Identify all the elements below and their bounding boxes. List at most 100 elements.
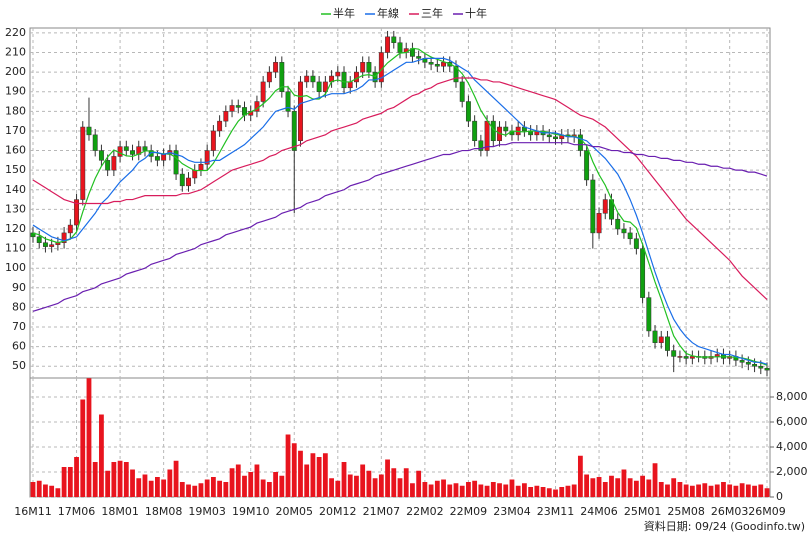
y-tick-label: 210 bbox=[5, 46, 26, 59]
candle-body bbox=[646, 297, 652, 332]
candle-body bbox=[397, 42, 403, 53]
candle-body bbox=[341, 71, 347, 89]
ma-line bbox=[32, 57, 768, 365]
candle-body bbox=[161, 154, 167, 161]
volume-bar bbox=[235, 464, 241, 497]
candle-body bbox=[465, 101, 471, 122]
candle-body bbox=[192, 169, 198, 179]
volume-bar bbox=[86, 378, 92, 497]
volume-bar bbox=[633, 480, 639, 497]
volume-bar bbox=[590, 478, 596, 497]
volume-bar bbox=[322, 453, 328, 497]
volume-tick-label: 0 bbox=[776, 490, 783, 503]
candle-body bbox=[322, 81, 328, 92]
y-tick-label: 100 bbox=[5, 261, 26, 274]
volume-bar bbox=[229, 468, 235, 497]
volume-bar bbox=[99, 414, 104, 497]
volume-bar bbox=[273, 472, 278, 497]
volume-bar bbox=[764, 488, 770, 497]
candle-body bbox=[428, 62, 434, 65]
volume-bar bbox=[198, 483, 204, 497]
candle-body bbox=[42, 242, 48, 247]
candle-body bbox=[111, 156, 117, 171]
y-tick-label: 220 bbox=[5, 26, 26, 39]
candle-body bbox=[61, 232, 67, 243]
x-tick-label: 19M10 bbox=[232, 505, 270, 518]
volume-bar bbox=[472, 480, 478, 497]
candle-body bbox=[198, 164, 204, 171]
volume-bar bbox=[130, 469, 135, 497]
volume-bar bbox=[186, 484, 191, 497]
volume-bar bbox=[490, 482, 496, 497]
volume-bar bbox=[192, 485, 198, 497]
candle-body bbox=[217, 120, 223, 132]
candle-body bbox=[291, 111, 297, 151]
volume-bar bbox=[347, 474, 353, 497]
candle-body bbox=[546, 134, 552, 138]
volume-bar bbox=[466, 482, 471, 497]
volume-bar bbox=[522, 483, 527, 497]
candle-body bbox=[298, 81, 303, 141]
volume-bar bbox=[596, 477, 602, 497]
volume-bar bbox=[553, 489, 558, 497]
candle-body bbox=[210, 130, 216, 151]
candle-body bbox=[304, 75, 310, 83]
candle-body bbox=[441, 62, 446, 67]
candle-body bbox=[665, 336, 670, 351]
y-tick-label: 150 bbox=[5, 163, 26, 176]
candle-body bbox=[130, 150, 135, 155]
volume-bar bbox=[509, 479, 515, 497]
volume-bar bbox=[721, 482, 726, 497]
candle-body bbox=[98, 150, 104, 161]
x-tick-label: 19M03 bbox=[188, 505, 226, 518]
volume-bar bbox=[30, 482, 36, 497]
volume-bar bbox=[67, 467, 73, 497]
volume-bar bbox=[696, 484, 701, 497]
candle-body bbox=[584, 150, 590, 181]
candle-body bbox=[123, 146, 129, 151]
volume-bar bbox=[92, 462, 98, 497]
volume-bar bbox=[708, 485, 714, 497]
volume-bar bbox=[74, 457, 79, 497]
volume-bar bbox=[733, 485, 739, 497]
price-panel bbox=[29, 27, 771, 379]
candle-body bbox=[652, 330, 658, 343]
volume-bar bbox=[453, 483, 459, 497]
volume-bar bbox=[155, 477, 160, 497]
candle-body bbox=[503, 126, 509, 132]
volume-bar bbox=[447, 484, 453, 497]
candle-body bbox=[223, 111, 229, 122]
x-tick-label: 25M01 bbox=[624, 505, 662, 518]
candle-body bbox=[105, 160, 111, 171]
volume-bar bbox=[335, 480, 341, 497]
candle-body bbox=[80, 126, 86, 200]
volume-tick-label: 4,000 bbox=[776, 440, 808, 453]
candle-body bbox=[36, 236, 42, 243]
volume-bar bbox=[55, 488, 61, 497]
volume-bar bbox=[677, 482, 683, 497]
candle-body bbox=[714, 354, 720, 357]
y-tick-label: 170 bbox=[5, 124, 26, 137]
x-tick-label: 23M04 bbox=[493, 505, 531, 518]
candle-body bbox=[173, 150, 179, 175]
volume-bar bbox=[242, 475, 247, 497]
candle-body bbox=[764, 367, 770, 371]
footnote: 資料日期: 09/24 (Goodinfo.tw) bbox=[644, 519, 805, 533]
x-tick-label: 16M11 bbox=[14, 505, 52, 518]
candle-body bbox=[260, 81, 266, 102]
x-tick-label: 22M02 bbox=[406, 505, 444, 518]
volume-bar bbox=[391, 468, 397, 497]
candle-body bbox=[590, 179, 596, 234]
candle-body bbox=[385, 36, 391, 53]
volume-bar bbox=[758, 484, 764, 497]
candle-body bbox=[154, 156, 160, 161]
candle-body bbox=[179, 173, 185, 187]
candle-body bbox=[86, 126, 92, 136]
volume-bar bbox=[136, 478, 142, 497]
candle-body bbox=[49, 244, 55, 247]
volume-panel bbox=[29, 377, 771, 498]
volume-bar bbox=[577, 455, 583, 497]
x-tick-label: 26M09 bbox=[748, 505, 786, 518]
volume-bar bbox=[665, 484, 670, 497]
x-tick-label: 18M01 bbox=[101, 505, 139, 518]
